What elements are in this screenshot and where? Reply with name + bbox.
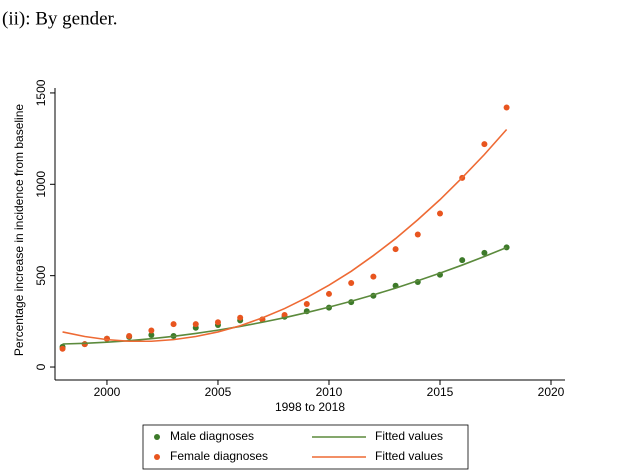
fitted-line	[62, 246, 507, 345]
legend-swatch	[154, 434, 160, 440]
legend-label: Female diagnoses	[170, 449, 268, 463]
data-point	[348, 279, 355, 286]
legend-label: Fitted values	[375, 449, 443, 463]
chart-title: (ii): By gender.	[2, 8, 118, 29]
legend-label: Male diagnoses	[170, 429, 254, 443]
data-point	[192, 321, 199, 328]
x-tick-label: 2000	[94, 385, 121, 399]
data-point	[303, 300, 310, 307]
fitted-line	[62, 128, 508, 343]
x-tick-label: 2020	[538, 385, 565, 399]
data-point	[436, 210, 443, 217]
legend-label: Fitted values	[375, 429, 443, 443]
data-point	[148, 327, 155, 334]
x-tick-label: 2010	[316, 385, 343, 399]
y-tick-label: 0	[34, 363, 48, 370]
data-point	[503, 244, 510, 251]
data-point	[81, 341, 88, 348]
y-tick-label: 1000	[34, 171, 48, 198]
data-point	[281, 311, 288, 318]
data-point	[481, 249, 488, 256]
x-axis-label: 1998 to 2018	[275, 400, 345, 414]
data-point	[459, 257, 466, 264]
y-tick-label: 1500	[34, 79, 48, 106]
legend-box	[142, 424, 469, 470]
data-point	[370, 273, 377, 280]
data-point	[59, 345, 66, 352]
data-point	[481, 141, 488, 148]
legend-swatch	[154, 454, 160, 460]
data-point	[126, 332, 133, 339]
y-tick-label: 500	[34, 265, 48, 285]
x-tick-label: 2005	[205, 385, 232, 399]
y-axis-label: Percentage increase in incidence from ba…	[12, 104, 26, 356]
data-point	[414, 231, 421, 238]
data-point	[170, 321, 177, 328]
data-point	[237, 314, 244, 321]
data-point	[503, 104, 510, 111]
data-point	[392, 246, 399, 253]
data-point	[325, 290, 332, 297]
data-point	[214, 319, 221, 326]
data-point	[148, 332, 155, 339]
x-tick-label: 2015	[427, 385, 454, 399]
